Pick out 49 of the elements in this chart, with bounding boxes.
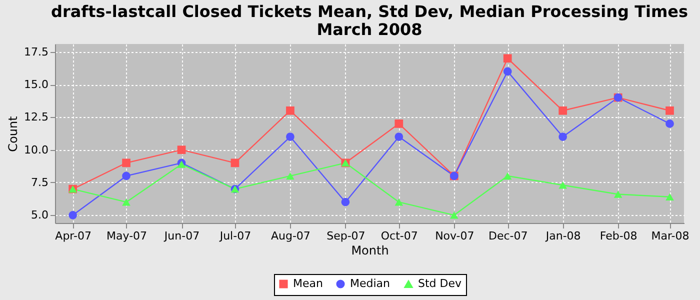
point <box>68 210 77 220</box>
point <box>122 198 130 206</box>
y-tick-label: 5.0 <box>31 208 48 222</box>
point <box>503 54 512 63</box>
x-tick-label: Aug-07 <box>270 230 310 242</box>
x-tick-label: May-07 <box>106 230 148 242</box>
x-tick-label: Sep-07 <box>326 230 366 242</box>
point <box>394 198 404 206</box>
point <box>286 172 294 180</box>
y-tick-label: 10.0 <box>24 143 48 156</box>
x-tick-label: Dec-07 <box>488 230 528 242</box>
point <box>666 193 674 200</box>
y-tick-label: 7.5 <box>31 176 48 189</box>
x-tick-label: Jan-08 <box>544 230 581 242</box>
point <box>394 120 404 128</box>
point <box>666 106 674 115</box>
x-tick-label: Feb-08 <box>600 230 638 242</box>
point <box>558 106 568 115</box>
point <box>230 158 240 168</box>
x-tick-label: Apr-07 <box>55 230 92 242</box>
x-tick-label: Mar-08 <box>651 230 690 242</box>
point <box>286 106 294 115</box>
x-tick-label: Nov-07 <box>435 230 474 242</box>
point <box>503 67 512 76</box>
point <box>503 172 512 180</box>
point <box>122 158 130 168</box>
point <box>666 120 674 128</box>
chart-subtitle: March 2008 <box>316 20 422 39</box>
legend-label: Mean <box>293 276 323 290</box>
point <box>286 132 294 141</box>
x-axis-title: Month <box>351 244 389 258</box>
point <box>122 172 130 180</box>
point <box>177 146 186 154</box>
y-tick-label: 12.5 <box>24 110 48 124</box>
point <box>614 190 622 198</box>
point <box>558 181 568 189</box>
point <box>450 212 458 219</box>
y-tick-label: 17.5 <box>24 45 48 58</box>
point <box>341 198 350 206</box>
x-tick-label: Oct-07 <box>380 230 418 242</box>
legend-label: Std Dev <box>418 277 462 290</box>
point <box>394 132 404 141</box>
x-tick-label: Jul-07 <box>218 230 252 242</box>
legend-label: Median <box>350 276 390 290</box>
y-tick-label: 15.0 <box>24 78 48 92</box>
y-axis-title: Count <box>6 116 20 152</box>
chart-title: drafts-lastcall Closed Tickets Mean, Std Dev, Median Processing Times <box>50 2 688 21</box>
x-tick-label: Jun-07 <box>163 230 200 242</box>
point <box>558 132 568 141</box>
